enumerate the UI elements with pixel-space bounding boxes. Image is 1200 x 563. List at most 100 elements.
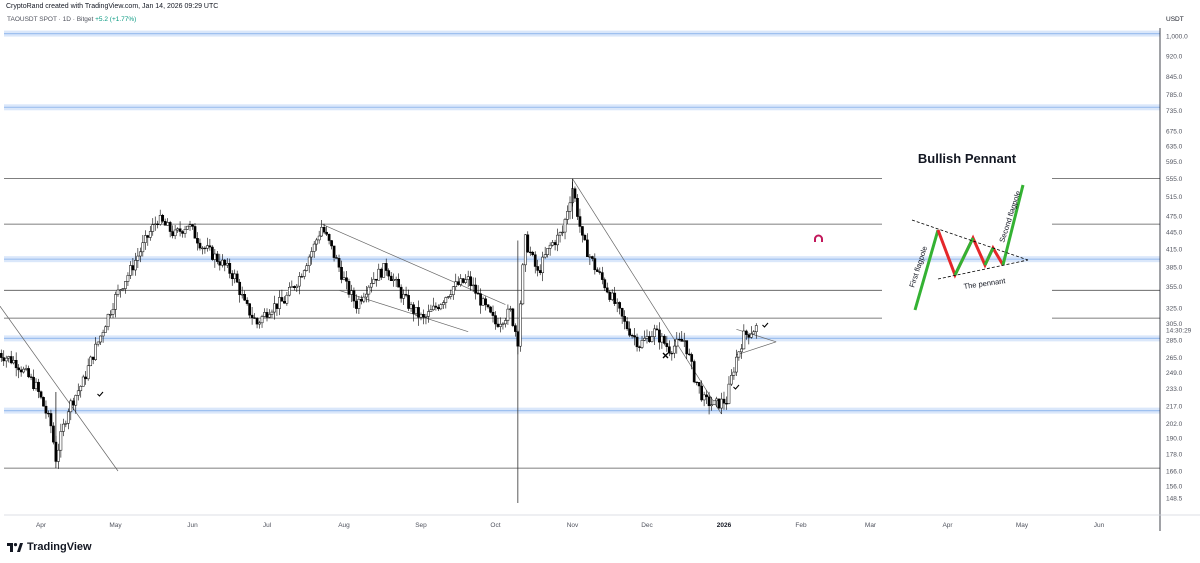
candle-up bbox=[402, 293, 405, 299]
candle-up bbox=[278, 297, 281, 309]
price-tick-label: 920.0 bbox=[1166, 53, 1183, 60]
candle-up bbox=[302, 270, 306, 277]
candle-down bbox=[389, 275, 393, 281]
candle-up bbox=[541, 256, 545, 274]
candle-down bbox=[658, 329, 661, 343]
candle-up bbox=[173, 229, 177, 237]
candle-down bbox=[412, 304, 415, 314]
brand-logo[interactable]: TradingView bbox=[7, 541, 92, 553]
candle-down bbox=[384, 263, 388, 271]
candle-down bbox=[526, 234, 530, 253]
price-tick-label: 156.0 bbox=[1166, 483, 1183, 490]
candle-down bbox=[434, 305, 438, 308]
candle-up bbox=[176, 228, 179, 231]
candle-down bbox=[625, 321, 629, 330]
candle-down bbox=[42, 397, 45, 407]
candle-up bbox=[134, 260, 137, 271]
candle-up bbox=[4, 357, 8, 362]
candle-down bbox=[238, 281, 242, 295]
candle-down bbox=[250, 314, 254, 318]
candle-up bbox=[543, 254, 547, 258]
candle-down bbox=[553, 242, 557, 246]
candle-up bbox=[143, 235, 147, 243]
candle-down bbox=[583, 235, 587, 241]
candle-down bbox=[327, 234, 331, 241]
candle-up bbox=[270, 311, 274, 315]
candle-up bbox=[409, 304, 413, 309]
candle-up bbox=[104, 326, 107, 333]
candle-down bbox=[620, 308, 624, 317]
candle-down bbox=[0, 353, 3, 358]
candle-up bbox=[151, 224, 155, 232]
candle-up bbox=[710, 404, 713, 407]
candle-up bbox=[414, 307, 418, 314]
candle-up bbox=[260, 316, 264, 324]
candle-down bbox=[630, 334, 634, 337]
candle-down bbox=[2, 357, 6, 362]
symbol-legend[interactable]: TAOUSDT SPOT · 1D · Bitget +5.2 (+1.77%) bbox=[7, 16, 136, 23]
price-tick-label: 190.0 bbox=[1166, 436, 1183, 443]
currency-label[interactable]: USDT bbox=[1166, 16, 1184, 23]
candle-down bbox=[573, 188, 577, 199]
candle-down bbox=[635, 336, 639, 348]
candle-up bbox=[392, 279, 396, 281]
candle-down bbox=[595, 269, 599, 272]
candle-up bbox=[59, 431, 63, 451]
candle-up bbox=[57, 449, 60, 462]
candle-up bbox=[382, 263, 386, 278]
candle-down bbox=[19, 369, 23, 373]
candle-up bbox=[364, 293, 368, 298]
candle-down bbox=[352, 290, 356, 302]
candle-down bbox=[593, 258, 597, 271]
time-tick-label: Apr bbox=[942, 522, 953, 529]
candle-up bbox=[558, 232, 562, 236]
price-tick-label: 845.0 bbox=[1166, 74, 1183, 81]
candle-up bbox=[720, 398, 723, 409]
candle-down bbox=[747, 334, 751, 338]
candle-up bbox=[712, 400, 716, 406]
candle-up bbox=[643, 338, 646, 341]
candle-down bbox=[491, 311, 495, 316]
candle-down bbox=[514, 325, 517, 332]
candle-down bbox=[695, 381, 699, 384]
candle-down bbox=[655, 328, 659, 331]
price-tick-label: 515.0 bbox=[1166, 194, 1183, 201]
candle-down bbox=[300, 276, 304, 278]
candle-down bbox=[479, 293, 482, 306]
time-tick-label: Mar bbox=[865, 522, 877, 529]
candle-down bbox=[456, 281, 460, 285]
candle-up bbox=[715, 398, 718, 402]
candle-down bbox=[613, 292, 617, 304]
candle-down bbox=[230, 273, 234, 279]
time-tick-label: 2026 bbox=[717, 522, 732, 529]
pennant-green-segment bbox=[953, 237, 975, 276]
candle-up bbox=[81, 376, 85, 387]
candle-up bbox=[206, 245, 209, 249]
candle-up bbox=[94, 343, 97, 360]
candle-down bbox=[404, 293, 408, 296]
pennant-green-segment bbox=[983, 247, 995, 266]
candle-up bbox=[79, 386, 83, 392]
trendline-layer bbox=[0, 178, 777, 472]
candle-down bbox=[618, 302, 622, 309]
candle-down bbox=[680, 338, 684, 342]
candle-up bbox=[320, 226, 323, 237]
candle-up bbox=[305, 265, 309, 271]
candle-up bbox=[12, 360, 16, 364]
price-tick-label: 675.0 bbox=[1166, 129, 1183, 136]
candle-down bbox=[605, 287, 609, 293]
candle-up bbox=[672, 345, 676, 354]
price-tick-label: 635.0 bbox=[1166, 143, 1183, 150]
price-tick-label: 415.0 bbox=[1166, 246, 1183, 253]
candle-down bbox=[163, 220, 167, 226]
candle-down bbox=[52, 425, 55, 443]
candle-up bbox=[548, 244, 552, 249]
candle-up bbox=[454, 281, 458, 288]
trend-line bbox=[0, 305, 119, 472]
candle-down bbox=[598, 271, 602, 273]
candle-up bbox=[464, 279, 468, 283]
candle-up bbox=[240, 294, 244, 296]
candle-up bbox=[429, 309, 433, 312]
candle-down bbox=[494, 315, 497, 325]
